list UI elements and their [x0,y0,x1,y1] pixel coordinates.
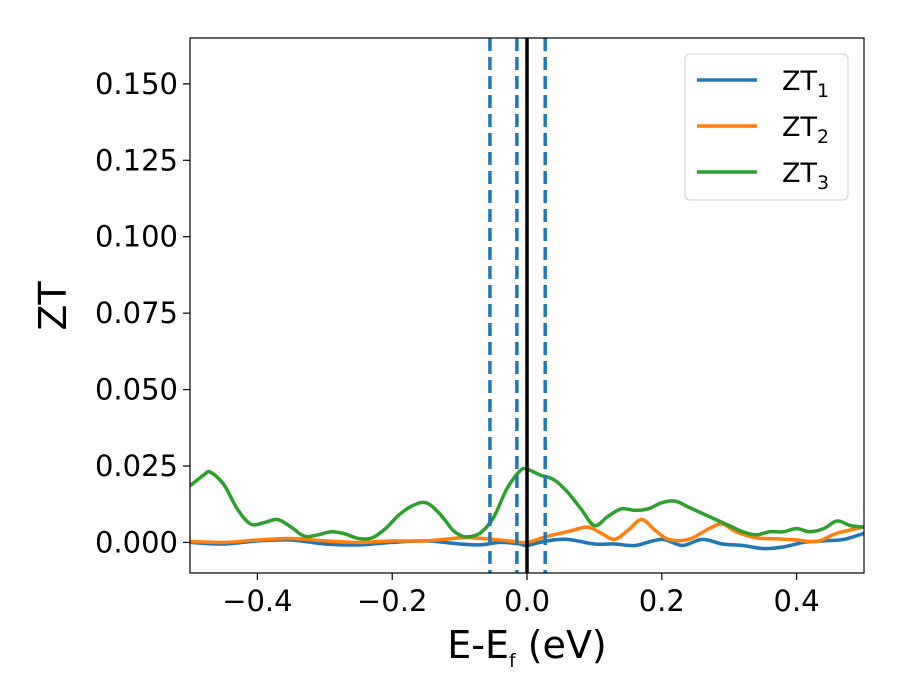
x-axis-label-subscript: f [509,650,517,672]
x-axis-label: E-Ef (eV) [447,623,607,672]
x-tick-label: 0.2 [639,584,685,618]
y-axis-label: ZT [31,281,75,331]
x-axis-label-unit: (eV) [516,623,607,667]
axes: −0.4 −0.2 0.0 0.2 0.4 0.000 0.025 0.050 0.075 0.1… [95,37,865,618]
series-line-zt1 [190,531,864,551]
y-tick-label: 0.025 [95,449,178,483]
y-tick-label: 0.150 [95,67,178,101]
series-line-zt3 [190,466,864,541]
x-tick-label: 0.4 [774,584,820,618]
series-line-zt2 [190,517,864,545]
y-tick-label: 0.100 [95,220,178,254]
y-tick-label: 0.000 [95,525,178,559]
y-tick-label: 0.125 [95,143,178,177]
x-tick-label: 0.0 [504,584,550,618]
legend-label-zt2: ZT2 [782,112,829,148]
legend: ZT1 ZT2 ZT3 [684,53,849,201]
x-tick-label: −0.2 [357,584,427,618]
x-tick-label: −0.4 [222,584,292,618]
plot-clip-group [190,38,864,573]
plot-area [190,38,864,573]
legend-label-zt1: ZT1 [782,66,829,102]
legend-label-zt3: ZT3 [782,158,829,194]
x-axis-label-main: E-E [447,623,509,667]
legend-box [684,53,849,201]
y-tick-label: 0.050 [95,373,178,407]
y-tick-label: 0.075 [95,296,178,330]
